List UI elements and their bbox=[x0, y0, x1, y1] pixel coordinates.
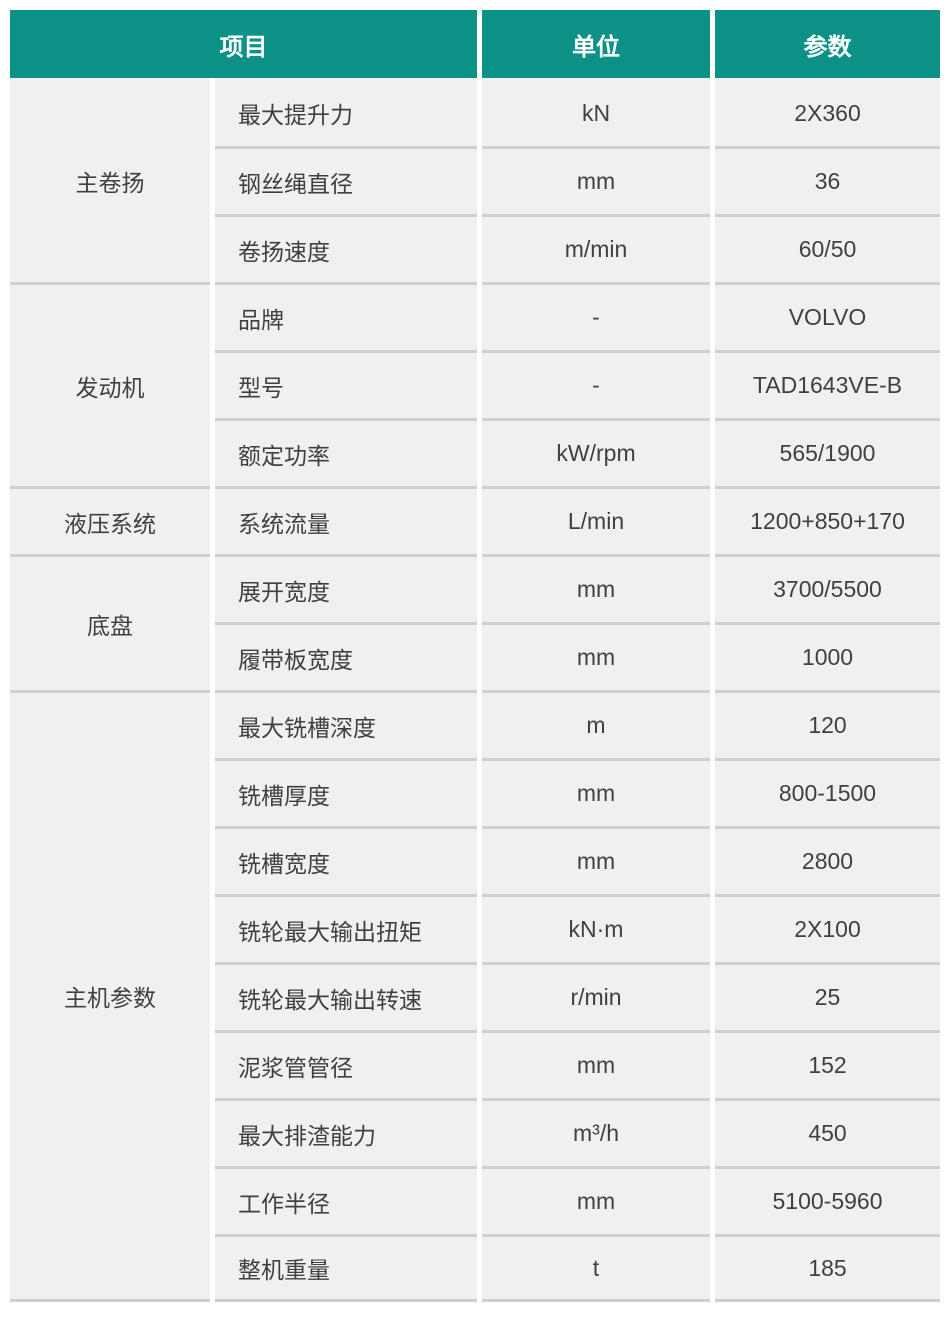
item-cell: 整机重量 bbox=[215, 1234, 477, 1302]
param-cell: 3700/5500 bbox=[715, 554, 940, 622]
param-cell: 60/50 bbox=[715, 214, 940, 282]
item-cell: 钢丝绳直径 bbox=[215, 146, 477, 214]
unit-cell: mm bbox=[482, 146, 710, 214]
table-row: 整机重量 t 185 bbox=[10, 1234, 940, 1302]
header-cell-param: 参数 bbox=[715, 10, 940, 78]
unit-cell: r/min bbox=[482, 962, 710, 1030]
unit-cell: mm bbox=[482, 758, 710, 826]
item-cell: 最大提升力 bbox=[215, 78, 477, 146]
table-row: 泥浆管管径 mm 152 bbox=[10, 1030, 940, 1098]
param-cell: TAD1643VE-B bbox=[715, 350, 940, 418]
table-row: 卷扬速度 m/min 60/50 bbox=[10, 214, 940, 282]
unit-cell: m/min bbox=[482, 214, 710, 282]
param-cell: 800-1500 bbox=[715, 758, 940, 826]
unit-cell: mm bbox=[482, 1030, 710, 1098]
param-cell: 565/1900 bbox=[715, 418, 940, 486]
table-row: 最大排渣能力 m³/h 450 bbox=[10, 1098, 940, 1166]
param-cell: 152 bbox=[715, 1030, 940, 1098]
item-cell: 铣轮最大输出转速 bbox=[215, 962, 477, 1030]
param-cell: 2X360 bbox=[715, 78, 940, 146]
unit-cell: - bbox=[482, 282, 710, 350]
unit-cell: mm bbox=[482, 1166, 710, 1234]
item-cell: 履带板宽度 bbox=[215, 622, 477, 690]
param-cell: 1200+850+170 bbox=[715, 486, 940, 554]
header-row: 项目 单位 参数 bbox=[10, 10, 940, 78]
table-row: 发动机 品牌 - VOLVO bbox=[10, 282, 940, 486]
unit-cell: mm bbox=[482, 826, 710, 894]
item-cell: 卷扬速度 bbox=[215, 214, 477, 282]
item-cell: 展开宽度 bbox=[215, 554, 477, 622]
table-row: 铣槽宽度 mm 2800 bbox=[10, 826, 940, 894]
item-cell: 工作半径 bbox=[215, 1166, 477, 1234]
param-cell: 36 bbox=[715, 146, 940, 214]
param-cell: 120 bbox=[715, 690, 940, 758]
spec-table: 项目 单位 参数 主卷扬 最大提升力 kN 2X360 钢丝绳直径 mm 36 卷扬速度 m/m… bbox=[5, 10, 945, 1302]
item-cell: 铣槽厚度 bbox=[215, 758, 477, 826]
param-cell: 185 bbox=[715, 1234, 940, 1302]
table-row: 液压系统 系统流量 L/min 1200+850+170 bbox=[10, 486, 940, 554]
header-cell-item: 项目 bbox=[10, 10, 477, 78]
unit-cell: kN·m bbox=[482, 894, 710, 962]
param-cell: 2X100 bbox=[715, 894, 940, 962]
table-row: 主机参数 最大铣槽深度 m 120 bbox=[10, 690, 940, 1302]
item-cell: 泥浆管管径 bbox=[215, 1030, 477, 1098]
table-row: 铣槽厚度 mm 800-1500 bbox=[10, 758, 940, 826]
unit-cell: kN bbox=[482, 78, 710, 146]
item-cell: 铣轮最大输出扭矩 bbox=[215, 894, 477, 962]
param-cell: 1000 bbox=[715, 622, 940, 690]
table-row: 钢丝绳直径 mm 36 bbox=[10, 146, 940, 214]
unit-cell: m³/h bbox=[482, 1098, 710, 1166]
unit-cell: mm bbox=[482, 554, 710, 622]
unit-cell: t bbox=[482, 1234, 710, 1302]
group-cell: 主卷扬 bbox=[10, 78, 210, 282]
unit-cell: L/min bbox=[482, 486, 710, 554]
table-row: 型号 - TAD1643VE-B bbox=[10, 350, 940, 418]
param-cell: 450 bbox=[715, 1098, 940, 1166]
unit-cell: - bbox=[482, 350, 710, 418]
group-cell: 底盘 bbox=[10, 554, 210, 690]
param-cell: VOLVO bbox=[715, 282, 940, 350]
table-row: 额定功率 kW/rpm 565/1900 bbox=[10, 418, 940, 486]
table-row: 工作半径 mm 5100-5960 bbox=[10, 1166, 940, 1234]
param-cell: 2800 bbox=[715, 826, 940, 894]
header-cell-unit: 单位 bbox=[482, 10, 710, 78]
table-row: 底盘 展开宽度 mm 3700/5500 bbox=[10, 554, 940, 690]
group-cell: 主机参数 bbox=[10, 690, 210, 1302]
table-row: 铣轮最大输出扭矩 kN·m 2X100 bbox=[10, 894, 940, 962]
param-cell: 5100-5960 bbox=[715, 1166, 940, 1234]
group-cell: 液压系统 bbox=[10, 486, 210, 554]
table-row: 主卷扬 最大提升力 kN 2X360 bbox=[10, 78, 940, 282]
item-cell: 型号 bbox=[215, 350, 477, 418]
item-cell: 最大铣槽深度 bbox=[215, 690, 477, 758]
item-cell: 铣槽宽度 bbox=[215, 826, 477, 894]
item-cell: 系统流量 bbox=[215, 486, 477, 554]
group-cell: 发动机 bbox=[10, 282, 210, 486]
unit-cell: mm bbox=[482, 622, 710, 690]
table-row: 铣轮最大输出转速 r/min 25 bbox=[10, 962, 940, 1030]
unit-cell: m bbox=[482, 690, 710, 758]
table-row: 履带板宽度 mm 1000 bbox=[10, 622, 940, 690]
unit-cell: kW/rpm bbox=[482, 418, 710, 486]
item-cell: 品牌 bbox=[215, 282, 477, 350]
param-cell: 25 bbox=[715, 962, 940, 1030]
item-cell: 额定功率 bbox=[215, 418, 477, 486]
item-cell: 最大排渣能力 bbox=[215, 1098, 477, 1166]
